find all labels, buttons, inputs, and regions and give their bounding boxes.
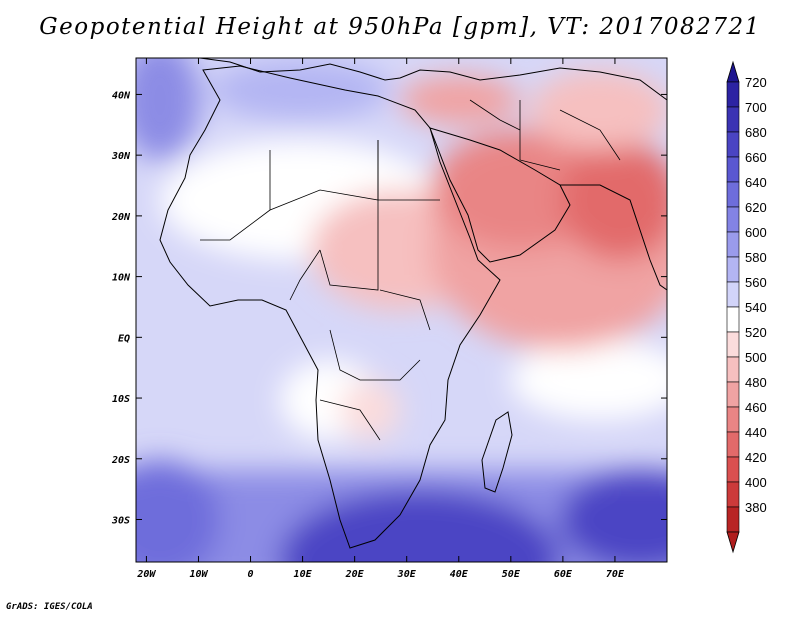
colorbar-label: 440 — [745, 425, 767, 440]
lat-tick-label: 20S — [111, 455, 130, 466]
height-field — [136, 58, 667, 562]
colorbar-label: 480 — [745, 375, 767, 390]
colorbar-label: 420 — [745, 450, 767, 465]
colorbar-label: 680 — [745, 125, 767, 140]
colorbar-label: 640 — [745, 175, 767, 190]
lat-tick-label: 40N — [112, 90, 131, 101]
colorbar-label: 540 — [745, 300, 767, 315]
colorbar-swatch — [726, 281, 740, 308]
colorbar-swatch — [726, 456, 740, 483]
lon-tick-label: 70E — [606, 569, 625, 580]
lat-tick-label: 20N — [111, 212, 131, 223]
lon-tick-label: 0 — [248, 569, 254, 580]
colorbar-swatch — [726, 306, 740, 333]
colorbar-label: 520 — [745, 325, 767, 340]
colorbar-label: 380 — [745, 500, 767, 515]
colorbar-label: 660 — [745, 150, 767, 165]
colorbar-swatch — [726, 381, 740, 408]
map-title: Geopotential Height at 950hPa [gpm], VT:… — [39, 14, 761, 40]
colorbar-label: 720 — [745, 75, 767, 90]
lat-tick-label: 10N — [112, 273, 131, 284]
colorbar-swatch — [726, 431, 740, 458]
colorbar-swatch — [726, 481, 740, 508]
lat-tick-label: EQ — [118, 333, 130, 344]
colorbar-label: 600 — [745, 225, 767, 240]
country-borders — [200, 99, 621, 441]
lon-tick-label: 10W — [189, 569, 208, 580]
colorbar-swatch — [726, 506, 740, 533]
colorbar-label: 560 — [745, 275, 767, 290]
colorbar-label: 580 — [745, 250, 767, 265]
colorbar-swatch — [726, 356, 740, 383]
lon-tick-label: 10E — [294, 569, 313, 580]
colorbar-swatch — [726, 181, 740, 208]
map-axes: 20W 10W 0 10E 20E 30E 40E 50E 60E 70E 40N 30N 20N 10N… — [111, 58, 667, 580]
colorbar-swatch — [726, 406, 740, 433]
colorbar-label: 400 — [745, 475, 767, 490]
lon-tick-label: 20W — [136, 569, 156, 580]
coastlines — [159, 58, 667, 549]
credit-text: GrADS: IGES/COLA — [6, 602, 93, 612]
colorbar-swatch — [726, 206, 740, 233]
lon-tick-label: 30E — [397, 569, 417, 580]
colorbar-swatch — [726, 156, 740, 183]
colorbar-swatch — [726, 131, 740, 158]
lat-tick-label: 30S — [111, 515, 130, 526]
plot-frame — [135, 57, 668, 563]
colorbar-label: 700 — [745, 100, 767, 115]
colorbar-swatch — [726, 231, 740, 258]
colorbar-top-arrow — [726, 60, 740, 83]
colorbar-swatch — [726, 106, 740, 133]
lat-tick-label: 30N — [111, 151, 131, 162]
lon-tick-label: 60E — [554, 569, 573, 580]
colorbar-swatch — [726, 256, 740, 283]
colorbar-label: 620 — [745, 200, 767, 215]
colorbar-bottom-arrow — [726, 531, 740, 554]
colorbar-label: 500 — [745, 350, 767, 365]
lon-tick-label: 20E — [345, 569, 365, 580]
lon-tick-label: 40E — [450, 569, 469, 580]
colorbar-label: 460 — [745, 400, 767, 415]
lon-tick-label: 50E — [502, 569, 521, 580]
lat-tick-label: 10S — [112, 394, 130, 405]
colorbar: 720 700 680 660 640 620 600 580 560 540 520 500 480 4… — [726, 60, 767, 554]
colorbar-swatch — [726, 81, 740, 108]
colorbar-swatch — [726, 331, 740, 358]
